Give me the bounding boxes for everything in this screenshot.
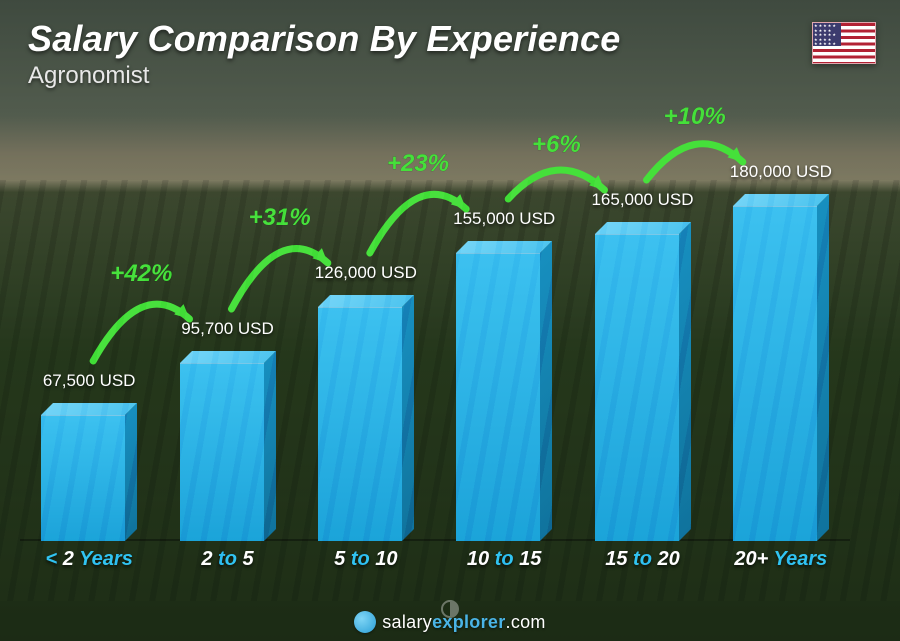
chart-subtitle: Agronomist [28,62,149,90]
bar-chart: 67,500 USD < 2 Years 95,700 USD 2 to 5 126,0… [20,110,850,571]
bar-value-label: 67,500 USD [43,371,136,391]
us-flag-icon [812,22,876,64]
bar [180,363,276,541]
bar-value-label: 165,000 USD [591,190,693,210]
bar-category-label: 10 to 15 [467,548,542,571]
bar-value-label: 155,000 USD [453,209,555,229]
increase-arc: +10% [20,110,850,571]
bar-category-label: 20+ Years [734,548,827,571]
bar-category-label: 2 to 5 [201,548,253,571]
increase-pct-label: +31% [249,204,311,231]
bar [595,234,691,541]
bar-category-label: 5 to 10 [334,548,397,571]
increase-pct-label: +6% [532,131,581,158]
increase-arc: +23% [20,110,850,571]
increase-pct-label: +23% [387,150,449,177]
increase-arc: +6% [20,110,850,571]
bar-value-label: 95,700 USD [181,319,274,339]
bar [318,307,414,541]
bar [41,415,137,541]
increase-arc: +42% [20,110,850,571]
bar-value-label: 126,000 USD [315,263,417,283]
increase-pct-label: +10% [664,103,726,130]
bar [456,253,552,541]
chart-baseline [20,539,850,541]
brand-tld: .com [506,612,546,632]
brand-part-1: salary [382,612,432,632]
globe-icon [354,611,376,633]
increase-arc: +31% [20,110,850,571]
bar-category-label: < 2 Years [45,548,132,571]
increase-pct-label: +42% [110,260,172,287]
bar-category-label: 15 to 20 [605,548,680,571]
footer: salaryexplorer.com [0,603,900,641]
bar-value-label: 180,000 USD [730,162,832,182]
bar [733,206,829,541]
chart-title: Salary Comparison By Experience [28,18,620,60]
infographic-stage: Salary Comparison By Experience Agronomi… [0,0,900,641]
